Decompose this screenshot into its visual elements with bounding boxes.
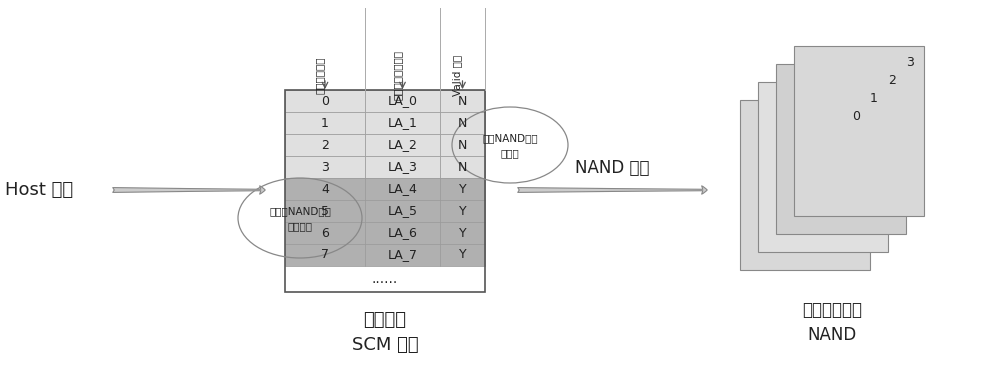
Text: 2: 2: [321, 139, 329, 152]
Text: N: N: [458, 117, 467, 130]
Text: 0: 0: [852, 109, 860, 123]
Text: SCM 缓存: SCM 缓存: [352, 336, 418, 354]
Bar: [740, 100, 870, 270]
Bar: [285, 156, 365, 178]
Text: 用户数据: 用户数据: [364, 311, 406, 329]
Text: LA_6: LA_6: [388, 226, 417, 240]
Text: N: N: [458, 160, 467, 173]
Bar: [440, 222, 485, 244]
Bar: [440, 244, 485, 266]
Text: LA_7: LA_7: [388, 248, 418, 261]
Text: LA_5: LA_5: [388, 205, 418, 218]
Text: LA_0: LA_0: [388, 94, 418, 107]
Bar: [285, 178, 365, 200]
Text: N: N: [458, 94, 467, 107]
Bar: [365, 112, 440, 134]
Bar: [776, 64, 906, 234]
Bar: [285, 134, 365, 156]
Bar: [365, 178, 440, 200]
Text: Y: Y: [459, 205, 466, 218]
Text: 5: 5: [321, 205, 329, 218]
Text: N: N: [458, 139, 467, 152]
Bar: [440, 156, 485, 178]
Text: 可释放: 可释放: [501, 148, 519, 158]
Text: NAND 写入: NAND 写入: [575, 159, 650, 177]
Text: Valid 标志: Valid 标志: [452, 54, 462, 96]
Text: 不可释放: 不可释放: [288, 221, 312, 231]
Text: 3: 3: [321, 160, 329, 173]
Text: LA_4: LA_4: [388, 182, 417, 195]
Text: 完成NAND写入: 完成NAND写入: [482, 133, 538, 143]
Bar: [285, 244, 365, 266]
Bar: [365, 90, 440, 112]
Text: 1: 1: [870, 91, 878, 104]
Bar: [365, 244, 440, 266]
Bar: [285, 90, 485, 292]
Text: 尚完成NAND写入: 尚完成NAND写入: [269, 206, 331, 216]
Text: Y: Y: [459, 226, 466, 240]
Bar: [794, 46, 924, 216]
Text: LA_3: LA_3: [388, 160, 417, 173]
Text: LA_2: LA_2: [388, 139, 417, 152]
Text: ......: ......: [372, 272, 398, 286]
Text: 6: 6: [321, 226, 329, 240]
Text: Y: Y: [459, 182, 466, 195]
Bar: [285, 200, 365, 222]
Bar: [285, 90, 365, 112]
Text: LA_1: LA_1: [388, 117, 417, 130]
Bar: [440, 134, 485, 156]
Text: NAND: NAND: [807, 326, 857, 344]
Bar: [440, 112, 485, 134]
Bar: [440, 178, 485, 200]
Text: 3: 3: [906, 56, 914, 69]
Text: 用户数据逻辑地址: 用户数据逻辑地址: [392, 50, 402, 100]
Bar: [440, 200, 485, 222]
Bar: [365, 222, 440, 244]
Text: 存放用户数据: 存放用户数据: [802, 301, 862, 319]
Text: 2: 2: [888, 74, 896, 86]
Text: Y: Y: [459, 248, 466, 261]
Text: Host 写入: Host 写入: [5, 181, 73, 199]
Text: 0: 0: [321, 94, 329, 107]
Bar: [365, 200, 440, 222]
Text: 1: 1: [321, 117, 329, 130]
Bar: [440, 90, 485, 112]
Bar: [285, 112, 365, 134]
Bar: [365, 156, 440, 178]
Text: 4: 4: [321, 182, 329, 195]
Text: 用户数据实体: 用户数据实体: [315, 56, 325, 94]
Text: 7: 7: [321, 248, 329, 261]
Bar: [758, 82, 888, 252]
Bar: [285, 222, 365, 244]
Bar: [365, 134, 440, 156]
